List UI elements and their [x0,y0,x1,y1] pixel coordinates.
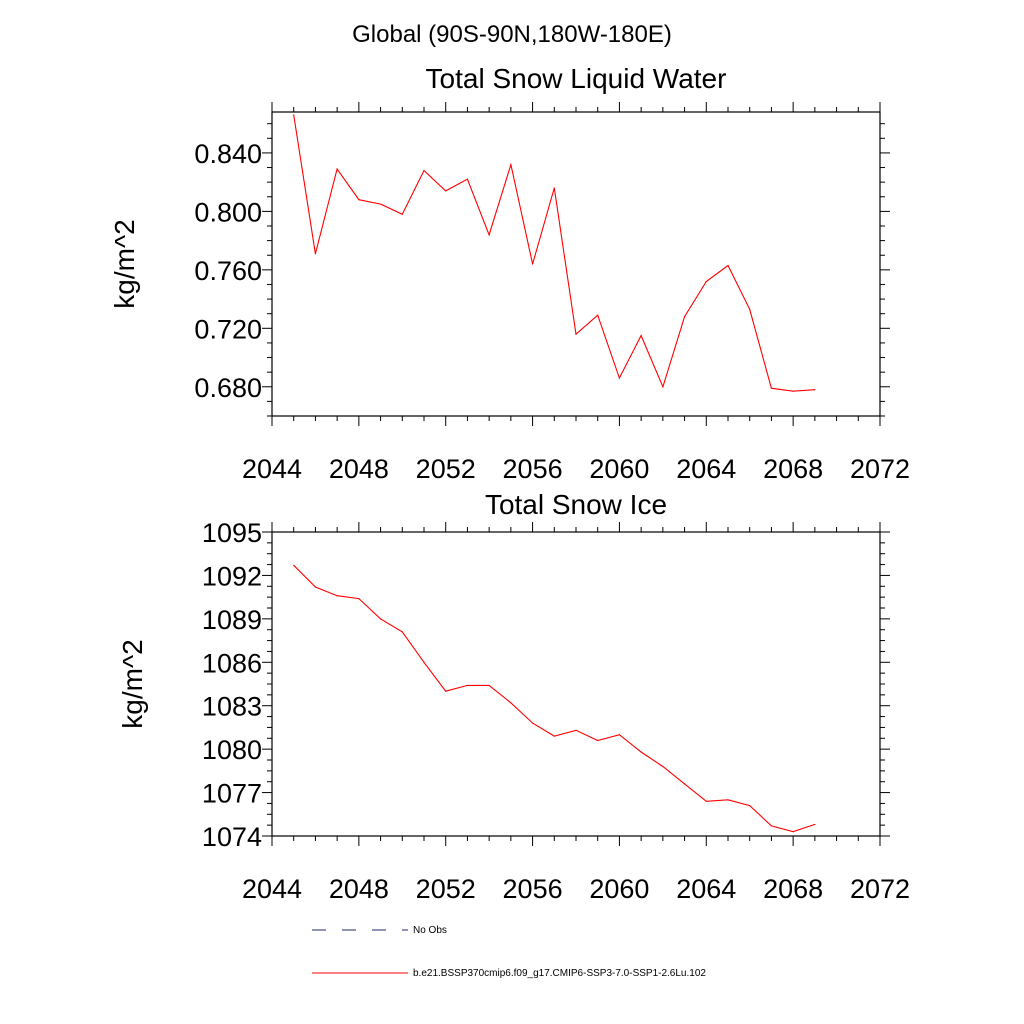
snow-ice-data-point [749,805,751,807]
snow-ice-data-point [466,684,469,687]
snow-ice-title: Total Snow Ice [485,489,667,520]
liquid-water-x-tick-label: 2064 [676,454,736,484]
snow-ice-x-tick-label: 2044 [242,874,302,904]
liquid-water-y-tick-label: 0.720 [194,314,262,344]
snow-ice-data-point [640,751,642,753]
liquid-water-data-point [510,164,512,166]
snow-ice-x-tick-label: 2064 [676,874,736,904]
snow-ice-data-point [575,729,577,731]
snow-ice-y-tick-label: 1092 [202,561,262,591]
liquid-water-y-tick-label: 0.680 [194,373,262,403]
snow-ice-data-point [597,739,599,742]
snow-ice-data-point [618,734,621,736]
snow-ice-data-point [792,831,794,833]
liquid-water-data-point [445,190,447,192]
snow-ice-x-tick-label: 2072 [850,874,910,904]
snow-ice-data-point [358,597,360,600]
liquid-water-data-point [314,253,317,255]
liquid-water-data-point [792,390,794,392]
liquid-water-plot-frame [271,111,881,417]
liquid-water-x-tick-label: 2044 [242,454,302,484]
liquid-water-data-point [423,169,425,172]
liquid-water-data-point [336,168,338,170]
liquid-water-x-tick-label: 2072 [850,454,910,484]
liquid-water-y-tick-label: 0.760 [194,256,262,286]
liquid-water-data-point [662,386,664,388]
liquid-water-x-tick-label: 2060 [589,454,649,484]
snow-ice-data-point [814,823,816,826]
snow-ice-data-point [336,595,338,597]
liquid-water-data-point [466,178,469,180]
liquid-water-data-point [705,280,707,283]
liquid-water-data-point [770,387,773,389]
snow-ice-data-point [423,661,425,663]
liquid-water-data-point [488,234,490,236]
liquid-water-data-point [814,389,816,391]
snow-ice-data-point [314,586,317,588]
liquid-water-data-point [293,114,295,116]
snow-ice-y-tick-label: 1095 [202,518,262,548]
snow-ice-x-tick-label: 2068 [763,874,823,904]
snow-ice-x-tick-label: 2048 [329,874,389,904]
snow-ice-x-tick-label: 2056 [503,874,563,904]
snow-ice-data-point [770,825,773,827]
liquid-water-data-point [553,187,555,189]
liquid-water-x-tick-label: 2052 [416,454,476,484]
snow-ice-data-point [445,690,447,692]
liquid-water-data-point [597,314,599,316]
region-title: Global (90S-90N,180W-180E) [352,21,672,48]
liquid-water-data-point [379,203,382,205]
snow-ice-y-tick-label: 1083 [202,692,262,722]
legend: No Obs b.e21.BSSP370cmip6.f09_g17.CMIP6-… [312,925,706,979]
liquid-water-data-point [531,263,534,265]
snow-ice-plot-frame [271,531,881,837]
liquid-water-data-point [618,377,621,379]
snow-ice-ylabel: kg/m^2 [117,639,148,728]
snow-ice-panel: Total Snow Ice kg/m^2 2044 2048 2052 2056 20… [117,489,910,904]
snow-ice-data-point [727,799,729,801]
liquid-water-y-tick-label: 0.840 [194,139,262,169]
snow-ice-y-tick-label: 1086 [202,648,262,678]
snow-ice-x-tick-label: 2060 [589,874,649,904]
liquid-water-series-line [293,114,815,392]
snow-ice-data-point [379,618,382,620]
liquid-water-ylabel: kg/m^2 [109,219,140,308]
snow-ice-data-point [662,765,664,768]
snow-ice-data-point [293,564,295,566]
liquid-water-data-point [401,213,403,215]
liquid-water-data-point [575,333,577,335]
snow-ice-data-point [683,783,686,785]
liquid-water-data-point [727,264,729,267]
legend-no-obs-label: No Obs [413,925,447,936]
liquid-water-x-tick-label: 2056 [503,454,563,484]
liquid-water-y-tick-label: 0.800 [194,197,262,227]
snow-ice-y-tick-label: 1074 [202,822,262,852]
snow-ice-data-point [553,735,555,737]
snow-ice-y-tick-label: 1089 [202,605,262,635]
snow-ice-y-tick-label: 1080 [202,735,262,765]
liquid-water-title: Total Snow Liquid Water [426,63,727,94]
liquid-water-data-point [683,316,686,318]
snow-ice-y-tick-label: 1077 [202,779,262,809]
snow-ice-x-tick-label: 2052 [416,874,476,904]
liquid-water-data-point [358,199,360,201]
snow-ice-data-point [401,631,403,633]
liquid-water-data-point [640,335,642,337]
legend-series-label: b.e21.BSSP370cmip6.f09_g17.CMIP6-SSP3-7.… [413,968,706,979]
liquid-water-x-tick-label: 2068 [763,454,823,484]
snow-ice-data-point [531,722,534,724]
snow-ice-data-point [488,684,490,687]
snow-ice-series-line [293,564,816,833]
liquid-water-x-tick-label: 2048 [329,454,389,484]
liquid-water-data-point [749,308,751,310]
snow-ice-data-point [705,800,707,802]
snow-ice-data-point [510,702,512,704]
liquid-water-panel: Total Snow Liquid Water kg/m^2 2044 2048 2… [109,63,910,484]
